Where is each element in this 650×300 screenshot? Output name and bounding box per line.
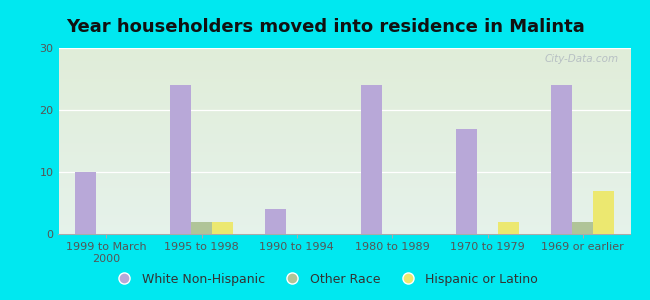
Bar [361, 85, 382, 234]
Text: City-Data.com: City-Data.com [545, 54, 619, 64]
Bar [212, 222, 233, 234]
Bar [551, 85, 573, 234]
Bar [170, 85, 191, 234]
Text: Year householders moved into residence in Malinta: Year householders moved into residence i… [66, 18, 584, 36]
Bar [593, 190, 614, 234]
Legend: White Non-Hispanic, Other Race, Hispanic or Latino: White Non-Hispanic, Other Race, Hispanic… [107, 268, 543, 291]
Bar [498, 222, 519, 234]
Bar [191, 222, 212, 234]
Bar [456, 129, 477, 234]
Bar [265, 209, 287, 234]
Bar [75, 172, 96, 234]
Bar [573, 222, 593, 234]
